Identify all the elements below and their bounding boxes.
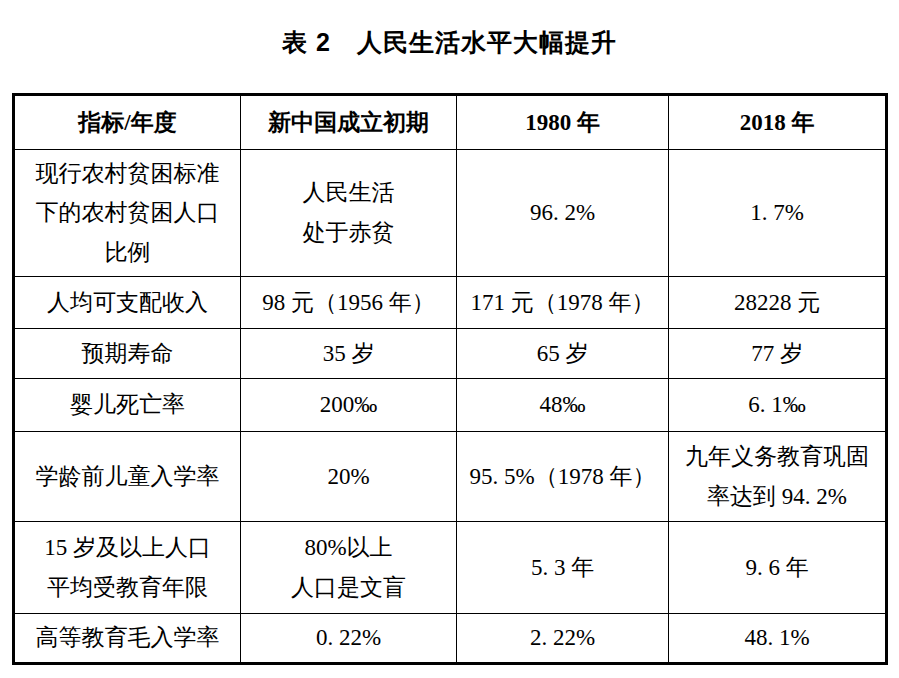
- indicator-cell: 现行农村贫困标准 下的农村贫困人口 比例: [14, 150, 241, 277]
- value-cell-2018: 6. 1‰: [669, 379, 887, 432]
- header-cell-early-prc: 新中国成立初期: [241, 95, 457, 150]
- table-row-poverty-ratio: 现行农村贫困标准 下的农村贫困人口 比例 人民生活 处于赤贫 96. 2% 1.…: [14, 150, 887, 277]
- value-cell-2018: 48. 1%: [669, 614, 887, 664]
- page-title: 表 2 人民生活水平大幅提升: [0, 0, 899, 59]
- value-cell-2018: 77 岁: [669, 329, 887, 379]
- value-cell-early: 80%以上 人口是文盲: [241, 522, 457, 614]
- value-cell-1980: 95. 5%（1978 年）: [457, 432, 669, 522]
- value-cell-1980: 5. 3 年: [457, 522, 669, 614]
- value-cell-early: 200‰: [241, 379, 457, 432]
- value-cell-2018: 28228 元: [669, 277, 887, 329]
- value-cell-2018: 九年义务教育巩固 率达到 94. 2%: [669, 432, 887, 522]
- indicator-cell: 人均可支配收入: [14, 277, 241, 329]
- value-cell-1980: 65 岁: [457, 329, 669, 379]
- value-cell-1980: 96. 2%: [457, 150, 669, 277]
- table-row-higher-education: 高等教育毛入学率 0. 22% 2. 22% 48. 1%: [14, 614, 887, 664]
- header-cell-indicator: 指标/年度: [14, 95, 241, 150]
- table-row-life-expectancy: 预期寿命 35 岁 65 岁 77 岁: [14, 329, 887, 379]
- indicator-cell: 婴儿死亡率: [14, 379, 241, 432]
- indicator-cell: 学龄前儿童入学率: [14, 432, 241, 522]
- value-cell-early: 0. 22%: [241, 614, 457, 664]
- table-row-infant-mortality: 婴儿死亡率 200‰ 48‰ 6. 1‰: [14, 379, 887, 432]
- table-row-preschool-enrollment: 学龄前儿童入学率 20% 95. 5%（1978 年） 九年义务教育巩固 率达到…: [14, 432, 887, 522]
- table-row-education-years: 15 岁及以上人口 平均受教育年限 80%以上 人口是文盲 5. 3 年 9. …: [14, 522, 887, 614]
- header-row: 指标/年度 新中国成立初期 1980 年 2018 年: [14, 95, 887, 150]
- value-cell-early: 20%: [241, 432, 457, 522]
- value-cell-2018: 1. 7%: [669, 150, 887, 277]
- value-cell-1980: 2. 22%: [457, 614, 669, 664]
- header-cell-1980: 1980 年: [457, 95, 669, 150]
- value-cell-early: 人民生活 处于赤贫: [241, 150, 457, 277]
- header-cell-2018: 2018 年: [669, 95, 887, 150]
- indicator-cell: 高等教育毛入学率: [14, 614, 241, 664]
- living-standards-table: 指标/年度 新中国成立初期 1980 年 2018 年 现行农村贫困标准 下的农…: [12, 93, 888, 665]
- value-cell-early: 98 元（1956 年）: [241, 277, 457, 329]
- indicator-cell: 预期寿命: [14, 329, 241, 379]
- indicator-cell: 15 岁及以上人口 平均受教育年限: [14, 522, 241, 614]
- value-cell-early: 35 岁: [241, 329, 457, 379]
- table-row-disposable-income: 人均可支配收入 98 元（1956 年） 171 元（1978 年） 28228…: [14, 277, 887, 329]
- value-cell-2018: 9. 6 年: [669, 522, 887, 614]
- value-cell-1980: 171 元（1978 年）: [457, 277, 669, 329]
- value-cell-1980: 48‰: [457, 379, 669, 432]
